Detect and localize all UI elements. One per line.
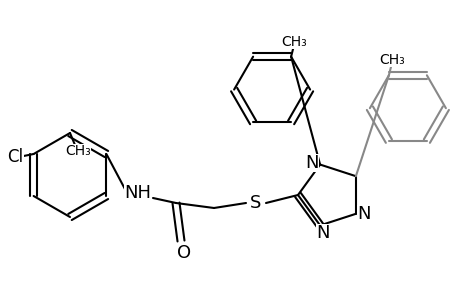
Text: CH₃: CH₃ xyxy=(280,35,306,49)
Text: CH₃: CH₃ xyxy=(65,144,91,158)
Text: Cl: Cl xyxy=(7,148,23,166)
Text: N: N xyxy=(316,224,329,242)
Text: N: N xyxy=(305,154,318,172)
Text: O: O xyxy=(177,244,190,262)
Text: NH: NH xyxy=(124,184,151,202)
Text: N: N xyxy=(356,205,370,223)
Text: CH₃: CH₃ xyxy=(378,53,404,67)
Text: S: S xyxy=(250,194,261,212)
